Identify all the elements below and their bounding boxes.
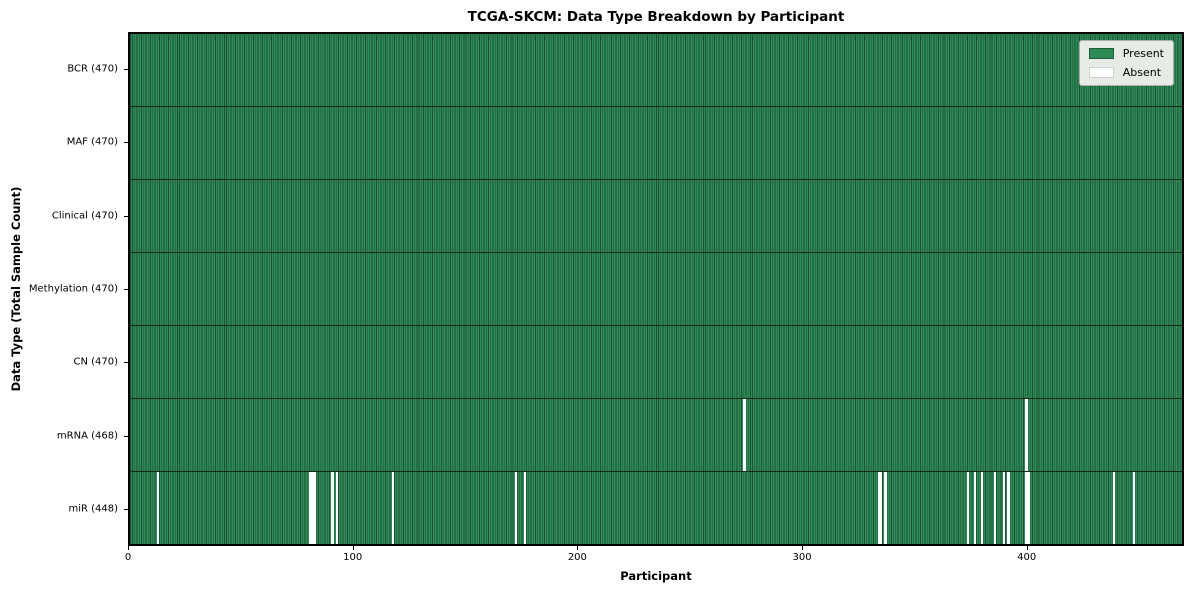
absent-gap xyxy=(309,472,312,544)
absent-gap xyxy=(879,472,883,544)
absent-gap xyxy=(514,472,518,544)
heatmap-row-mrna xyxy=(130,399,1182,472)
x-tick-mark xyxy=(352,546,354,550)
absent-gap xyxy=(1002,472,1006,544)
legend: Present Absent xyxy=(1078,40,1174,86)
plot-area: Present Absent xyxy=(128,32,1184,546)
heatmap-row-maf xyxy=(130,107,1182,180)
y-axis: BCR (470) MAF (470) Clinical (470) Methylat… xyxy=(0,32,128,546)
absent-gap xyxy=(1132,472,1136,544)
y-tick-mark xyxy=(124,435,128,437)
x-axis-label: Participant xyxy=(620,569,692,583)
y-tick-label: Methylation (470) xyxy=(28,283,118,295)
y-tick-label: mRNA (468) xyxy=(56,430,118,442)
absent-gap xyxy=(335,472,339,544)
x-axis: 0 100 200 300 400 xyxy=(124,546,1184,576)
x-tick-label: 400 xyxy=(1017,552,1037,563)
x-tick-label: 0 xyxy=(124,552,132,563)
y-tick-mark xyxy=(124,68,128,70)
x-tick-mark xyxy=(128,546,129,550)
absent-gap xyxy=(743,399,746,471)
x-tick-label: 300 xyxy=(792,552,812,563)
y-tick-mark xyxy=(124,289,128,290)
legend-swatch-present xyxy=(1088,48,1114,59)
x-tick-label: 100 xyxy=(343,552,363,563)
absent-gap xyxy=(331,472,334,544)
y-tick-label: MAF (470) xyxy=(66,136,118,148)
legend-swatch-absent xyxy=(1088,67,1114,78)
absent-gap xyxy=(884,472,887,544)
chart-title: TCGA-SKCM: Data Type Breakdown by Partic… xyxy=(467,9,845,25)
absent-gap xyxy=(877,472,880,544)
absent-gap xyxy=(156,472,160,544)
heatmap-row-bcr xyxy=(130,34,1182,107)
x-tick-label: 200 xyxy=(567,552,587,563)
absent-gap xyxy=(311,472,314,544)
y-tick-label: Clinical (470) xyxy=(51,210,118,222)
legend-item-absent: Absent xyxy=(1088,66,1164,79)
absent-gap xyxy=(1007,472,1010,544)
heatmap-row-cn xyxy=(130,326,1182,399)
heatmap-row-methylation xyxy=(130,253,1182,326)
absent-gap xyxy=(1025,472,1028,544)
legend-item-present: Present xyxy=(1088,47,1164,60)
x-tick-mark xyxy=(802,546,804,550)
legend-label: Absent xyxy=(1122,66,1162,79)
y-tick-mark xyxy=(124,142,128,144)
absent-gap xyxy=(523,472,527,544)
heatmap-row-mir xyxy=(130,472,1182,544)
absent-gap xyxy=(973,472,977,544)
absent-gap xyxy=(1025,399,1028,471)
y-tick-label: miR (448) xyxy=(68,503,118,515)
absent-gap xyxy=(391,472,395,544)
y-tick-label: CN (470) xyxy=(73,356,118,368)
absent-gap xyxy=(313,472,316,544)
y-tick-mark xyxy=(124,362,128,364)
x-tick-mark xyxy=(1026,546,1028,550)
absent-gap xyxy=(980,472,983,544)
x-tick-mark xyxy=(577,546,579,550)
y-tick-mark xyxy=(124,509,128,511)
legend-label: Present xyxy=(1122,47,1164,60)
y-tick-mark xyxy=(124,215,128,217)
heatmap-row-clinical xyxy=(130,180,1182,253)
absent-gap xyxy=(993,472,997,544)
y-tick-label: BCR (470) xyxy=(67,63,118,75)
absent-gap xyxy=(967,472,970,544)
absent-gap xyxy=(1027,472,1030,544)
absent-gap xyxy=(1112,472,1115,544)
